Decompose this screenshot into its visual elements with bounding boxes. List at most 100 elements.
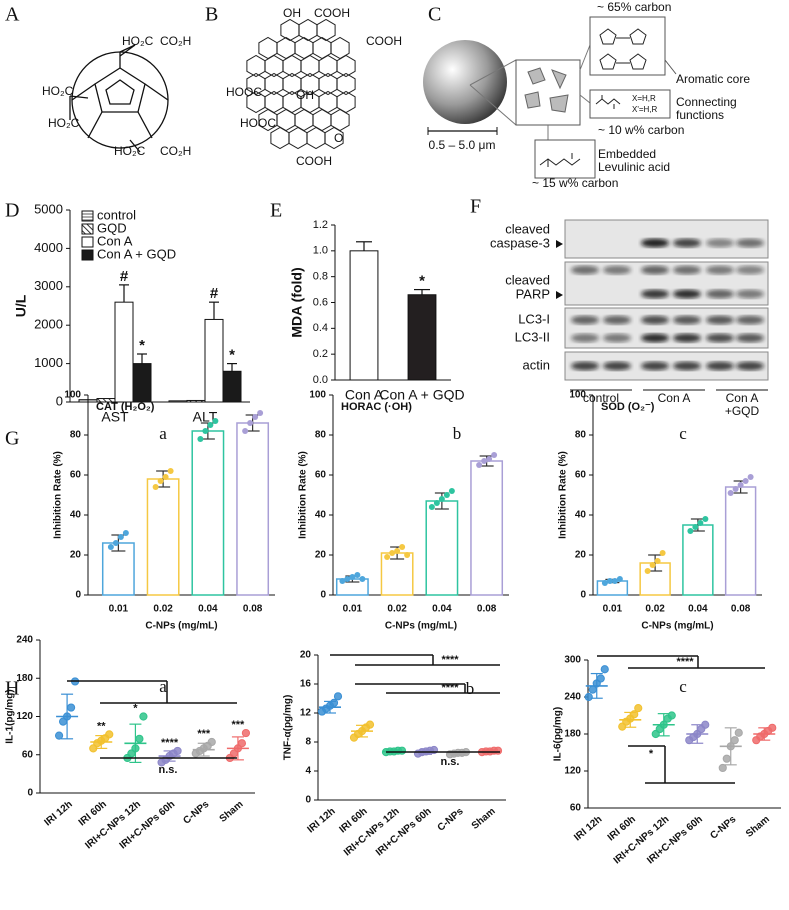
hexagon [316,18,336,42]
x-tick-label: 0.04 [432,604,452,615]
x-tick-label: 0.01 [603,604,623,615]
carbon-particle [423,16,677,179]
data-point [152,484,159,490]
data-point [404,552,411,558]
data-point [247,420,254,426]
panel-letter: B [205,4,218,26]
data-point [389,550,396,556]
data-point [202,428,209,434]
data-point [634,704,643,713]
annotation: n.s. [441,756,460,768]
data-point [365,720,375,729]
y-tick-label: 300 [564,655,581,666]
data-point [139,712,148,721]
panel-sublabel: b [453,424,462,443]
x-tick-label: C-NPs [181,799,211,827]
legend-label: Con A [97,233,133,248]
data-point [476,462,483,468]
hexagon [288,126,308,150]
annotation: * [133,702,138,714]
x-tick-label: 0.02 [387,604,407,615]
annotation: n.s. [159,764,178,776]
blot-band [706,289,734,299]
c-label: Levulinic acid [598,160,670,174]
chem-label: O [334,131,343,145]
bar [101,542,135,596]
y-tick-label: 60 [22,749,34,760]
data-point [66,703,76,712]
x-tick-label: IRI+C-NPs 12h [342,806,402,859]
y-axis-label: TNF-α(pg/mg) [283,695,294,761]
bar [114,301,134,403]
y-tick-label: 4 [305,766,311,777]
data-point [354,572,361,578]
bar [186,399,206,403]
bar [191,430,225,596]
blot-band [736,361,764,371]
y-axis-label: Inhibition Rate (%) [298,451,309,539]
y-tick-label: 180 [16,673,33,684]
y-tick-label: 120 [564,766,581,777]
data-point [112,540,119,546]
blot-band [603,333,631,343]
data-point [702,516,709,522]
data-point [486,456,493,462]
bar [236,422,270,596]
scale-label: 0.5 – 5.0 μm [429,138,496,152]
c-label: Embedded [598,147,656,161]
blot-band [571,315,599,325]
y-tick-label: 8 [305,737,311,748]
blot-band [673,238,701,248]
blot-band [673,361,701,371]
c-label: ~ 65% carbon [597,0,671,14]
data-point [732,486,739,492]
y-tick-label: 100 [569,390,586,401]
data-point [667,711,676,720]
y-tick-label: 5000 [34,201,63,216]
x-tick-label: AST [101,409,129,425]
data-point [687,528,694,534]
annotation: **** [676,656,694,668]
blot-box [564,261,769,306]
c-label: functions [676,108,724,122]
data-point [718,763,727,773]
bar [168,400,188,403]
y-tick-label: 20 [300,650,312,661]
data-point [730,736,739,745]
data-point [157,478,164,484]
y-tick-label: 1.0 [313,245,328,257]
data-point [596,674,605,683]
panel-letter: G [5,428,19,450]
legend-swatch [81,223,94,235]
data-point [584,692,593,702]
x-tick-label: 0.04 [688,604,708,615]
c-label: Connecting [676,95,737,109]
annotation: * [139,337,145,354]
x-axis-label: C-NPs (mg/mL) [385,621,457,632]
chem-label: COOH [314,6,350,20]
blot-band [641,361,669,371]
y-tick-label: 2000 [34,317,63,332]
y-tick-label: 60 [315,470,327,481]
blot-band [641,315,669,325]
panel-letter: A [5,4,20,26]
hexagon [336,72,356,96]
data-point [359,576,366,582]
legend-swatch [81,249,94,261]
panel-sublabel: a [159,677,167,696]
blot-band [736,315,764,325]
annotation: ** [97,720,106,732]
panel-letter: F [470,196,481,218]
data-point [349,574,356,580]
bar [470,460,504,596]
c-label: ~ 10 w% carbon [598,123,684,137]
data-point [399,544,406,550]
x-tick-label: ALT [193,409,218,425]
chart: 0 20 40 60 80 100 Inhibition Rate (%) C-NPs (mg… [558,390,762,632]
hexagon [280,18,300,42]
y-tick-label: 40 [315,510,327,521]
data-point [339,578,346,584]
annotation: # [210,285,219,302]
y-tick-label: 16 [300,679,312,690]
